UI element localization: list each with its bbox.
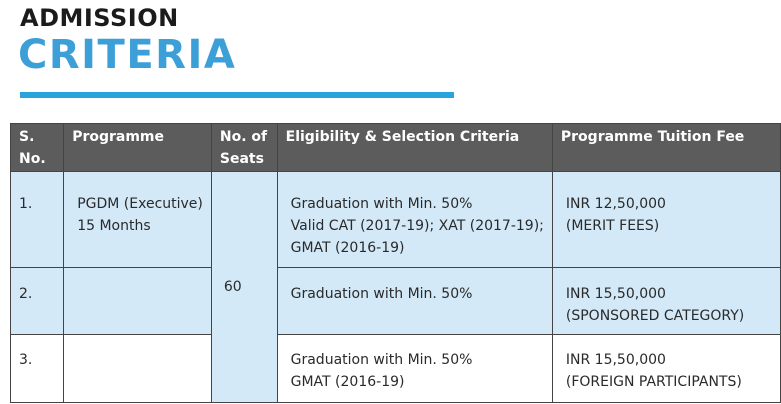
header-seats-line1: No. of <box>219 129 268 145</box>
header-seats: No. of Seats <box>210 123 278 172</box>
header-sno: S. No. <box>9 123 65 172</box>
eligibility-line: GMAT (2016-19) <box>290 240 405 256</box>
accent-rule <box>20 92 454 98</box>
header-fee: Programme Tuition Fee <box>551 123 781 172</box>
fee-category: (MERIT FEES) <box>565 218 660 234</box>
cell-fee: INR 15,50,000 (SPONSORED CATEGORY) <box>551 267 781 335</box>
cell-programme <box>63 267 212 335</box>
eligibility-line: Graduation with Min. 50% <box>290 286 473 302</box>
cell-sno: 3. <box>9 334 65 403</box>
cell-fee: INR 15,50,000 (FOREIGN PARTICIPANTS) <box>551 334 781 403</box>
eligibility-line: Graduation with Min. 50% <box>290 352 473 368</box>
fee-category: (SPONSORED CATEGORY) <box>565 308 745 324</box>
cell-programme: PGDM (Executive) 15 Months <box>63 171 212 268</box>
table-row: 2. Graduation with Min. 50% INR 15,50,00… <box>9 267 781 335</box>
table-row: 3. Graduation with Min. 50% GMAT (2016-1… <box>9 334 781 403</box>
eligibility-line: Valid CAT (2017-19); XAT (2017-19); <box>290 218 544 234</box>
cell-eligibility: Graduation with Min. 50% Valid CAT (2017… <box>276 171 553 268</box>
cell-eligibility: Graduation with Min. 50% GMAT (2016-19) <box>276 334 553 403</box>
fee-amount: INR 15,50,000 <box>565 352 666 368</box>
heading-criteria: CRITERIA <box>18 32 237 78</box>
eligibility-line: GMAT (2016-19) <box>290 374 405 390</box>
cell-fee: INR 12,50,000 (MERIT FEES) <box>551 171 781 268</box>
admission-criteria-table: S. No. Programme No. of Seats Eligibilit… <box>9 123 781 403</box>
header-seats-line2: Seats <box>219 151 264 167</box>
cell-seats: 60 <box>210 171 278 403</box>
cell-eligibility: Graduation with Min. 50% <box>276 267 553 335</box>
table-row: 1. PGDM (Executive) 15 Months 60 Graduat… <box>9 171 781 403</box>
eligibility-line: Graduation with Min. 50% <box>290 196 473 212</box>
heading-admission: ADMISSION <box>20 4 179 32</box>
programme-name: PGDM (Executive) <box>77 196 203 212</box>
programme-duration: 15 Months <box>77 218 151 234</box>
cell-sno: 2. <box>9 267 65 335</box>
fee-amount: INR 15,50,000 <box>565 286 666 302</box>
header-programme: Programme <box>63 123 212 172</box>
header-eligibility: Eligibility & Selection Criteria <box>276 123 553 172</box>
table-header-row: S. No. Programme No. of Seats Eligibilit… <box>9 123 781 172</box>
cell-sno: 1. <box>9 171 65 268</box>
fee-amount: INR 12,50,000 <box>565 196 666 212</box>
fee-category: (FOREIGN PARTICIPANTS) <box>565 374 742 390</box>
cell-programme <box>63 334 212 403</box>
